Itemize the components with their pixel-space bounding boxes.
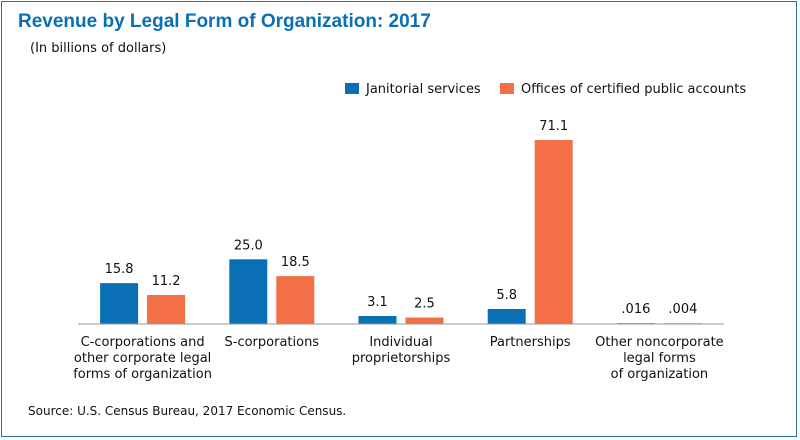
value-label-series2-cat5: .004 — [668, 302, 697, 317]
category-label-4: Partnerships — [490, 335, 571, 350]
source-note: Source: U.S. Census Bureau, 2017 Economi… — [28, 404, 347, 418]
category-label-3: Individual proprietorships — [352, 335, 451, 366]
chart-subtitle: (In billions of dollars) — [30, 41, 167, 56]
value-label-series1-cat2: 25.0 — [234, 238, 263, 253]
value-label-series2-cat4: 71.1 — [539, 119, 568, 134]
legend-label-1: Janitorial services — [365, 82, 481, 97]
legend-swatch-1 — [345, 83, 359, 94]
value-label-series2-cat3: 2.5 — [414, 297, 435, 312]
bar-series2-cat2 — [276, 276, 315, 324]
value-label-series1-cat3: 3.1 — [367, 295, 388, 310]
category-label-1: C-corporations and other corporate legal f… — [73, 335, 212, 382]
legend-label-2: Offices of certified public accounts — [521, 82, 746, 97]
value-label-series1-cat5: .016 — [621, 302, 650, 317]
bar-series2-cat3 — [405, 317, 444, 324]
category-label-5: Other noncorporate legal forms of organiza… — [595, 335, 724, 382]
chart-title: Revenue by Legal Form of Organization: 2… — [18, 11, 431, 32]
bar-series1-cat4 — [487, 308, 526, 324]
bar-series1-cat1 — [100, 283, 139, 324]
bar-series2-cat4 — [534, 140, 573, 324]
bar-series1-cat3 — [358, 315, 397, 324]
bar-series2-cat1 — [147, 295, 186, 324]
value-label-series1-cat1: 15.8 — [105, 262, 134, 277]
bar-series1-cat2 — [229, 259, 268, 324]
value-label-series1-cat4: 5.8 — [496, 288, 517, 303]
legend-swatch-2 — [500, 83, 514, 94]
category-label-2: S-corporations — [225, 335, 320, 350]
value-label-series2-cat2: 18.5 — [281, 255, 310, 270]
value-label-series2-cat1: 11.2 — [152, 274, 181, 289]
